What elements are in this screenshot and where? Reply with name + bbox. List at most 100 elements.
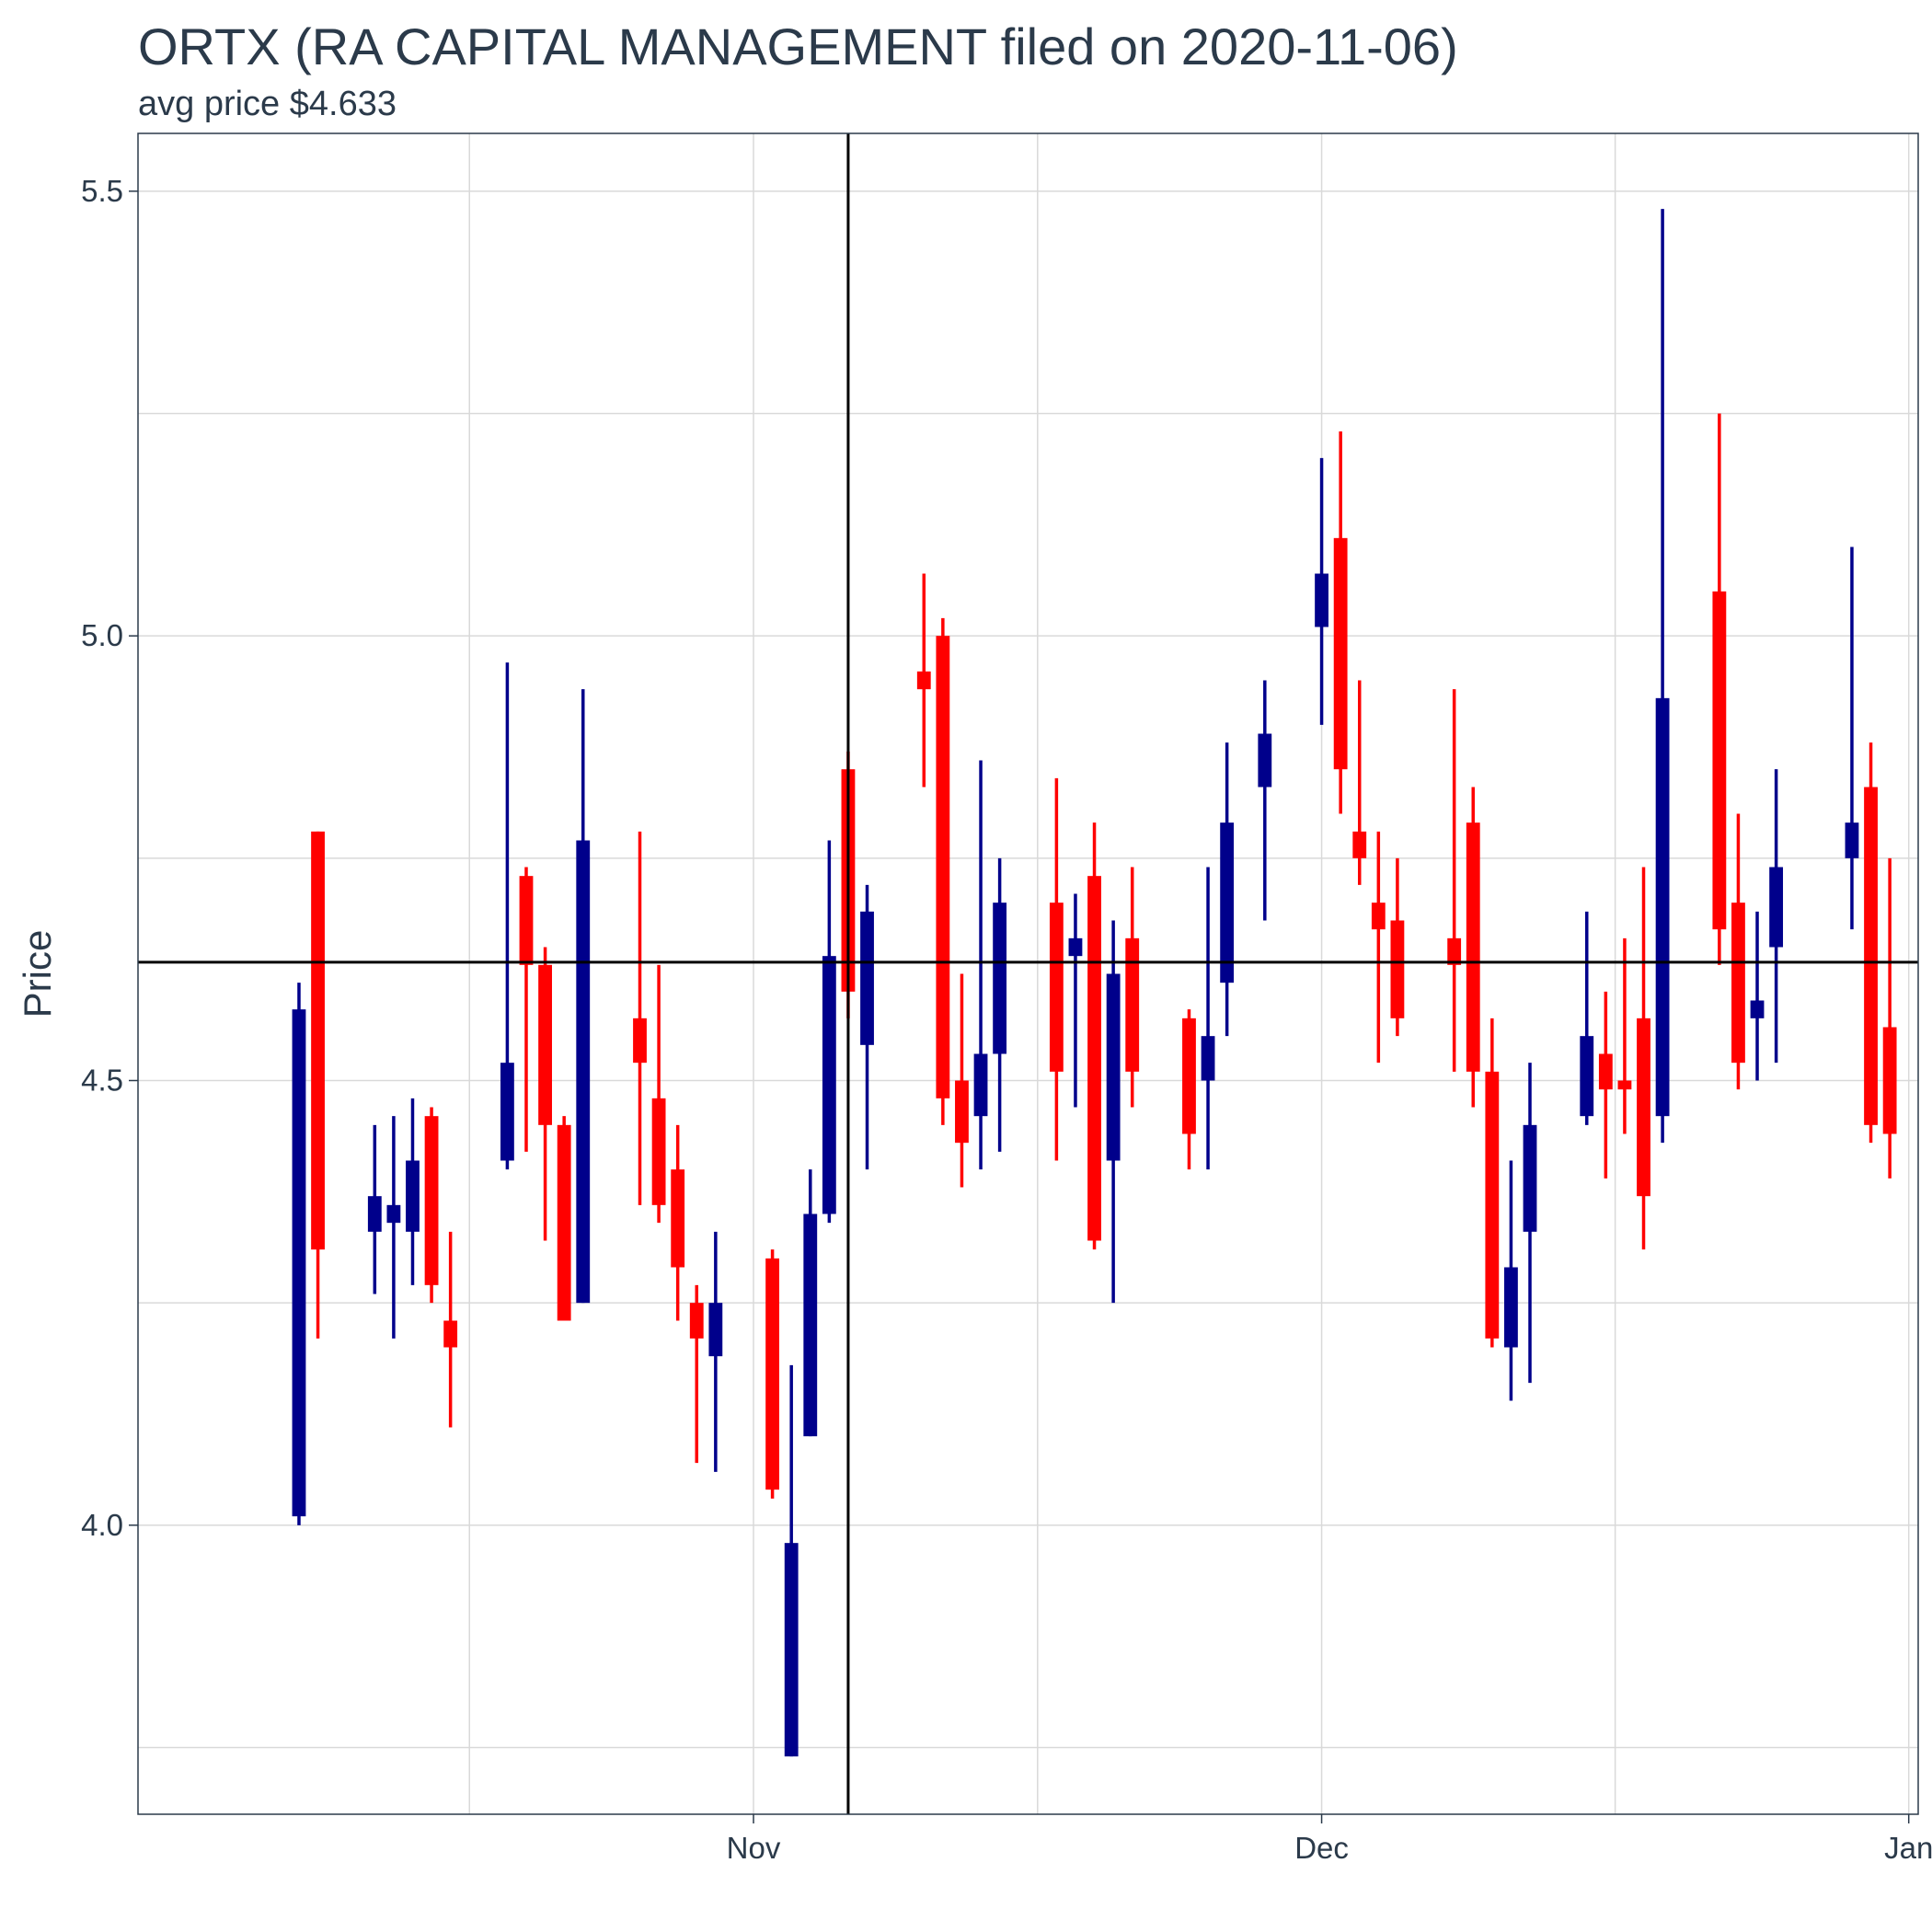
candle xyxy=(916,573,931,788)
candle-body xyxy=(1731,903,1745,1064)
candle xyxy=(1580,911,1594,1125)
candle xyxy=(765,1249,780,1499)
x-tick-label: Dec xyxy=(1294,1831,1349,1865)
candle xyxy=(311,831,325,1339)
candle-body xyxy=(784,1543,799,1757)
candle-body xyxy=(860,911,874,1045)
candle-body xyxy=(1201,1036,1215,1081)
candle-body xyxy=(538,964,552,1125)
candle-body xyxy=(311,831,325,1250)
candle xyxy=(292,983,306,1525)
candle xyxy=(386,1116,401,1339)
candle-body xyxy=(1523,1124,1537,1232)
candle-body xyxy=(1882,1027,1897,1134)
candle xyxy=(1315,457,1328,725)
candle xyxy=(1617,937,1632,1134)
candle xyxy=(973,760,988,1170)
candle xyxy=(1882,857,1897,1179)
candle-body xyxy=(1485,1071,1500,1339)
candle-body xyxy=(1447,937,1462,965)
candle xyxy=(1485,1018,1500,1348)
candle xyxy=(1125,867,1140,1108)
candle xyxy=(651,964,666,1224)
candle-body xyxy=(1220,822,1235,983)
chart-title: ORTX (RA CAPITAL MANAGEMENT filed on 202… xyxy=(138,17,1458,75)
chart-subtitle: avg price $4.633 xyxy=(138,85,397,123)
candle-body xyxy=(1598,1053,1613,1090)
axes: 4.0 4.5 5.0 5.5 Nov Dec Jan xyxy=(81,174,1932,1865)
candle xyxy=(1220,742,1235,1037)
candle xyxy=(538,947,552,1241)
candle-body xyxy=(1637,1018,1650,1197)
candle-body xyxy=(1504,1267,1518,1348)
candle-body xyxy=(1049,903,1064,1072)
candle-body xyxy=(1712,591,1727,930)
y-tick-label: 4.0 xyxy=(81,1508,123,1542)
y-tick-label: 5.5 xyxy=(81,174,123,208)
candle xyxy=(633,831,647,1205)
y-tick-label: 4.5 xyxy=(81,1064,123,1098)
candle xyxy=(367,1124,382,1294)
candle xyxy=(689,1284,704,1464)
candle xyxy=(406,1098,420,1285)
candle-body xyxy=(1315,573,1328,627)
candle xyxy=(1466,787,1480,1108)
candle-body xyxy=(973,1053,988,1117)
candle-body xyxy=(671,1169,685,1268)
candle xyxy=(424,1107,439,1304)
candle-body xyxy=(576,840,591,1304)
y-tick-label: 5.0 xyxy=(81,618,123,652)
candle-body xyxy=(1352,831,1367,858)
y-axis-title: Price xyxy=(16,930,59,1018)
candle-body xyxy=(557,1124,571,1321)
candle-body xyxy=(292,1009,306,1517)
candle-body xyxy=(386,1204,401,1224)
candle xyxy=(1598,991,1613,1179)
candle-body xyxy=(1769,867,1784,948)
candle-body xyxy=(1125,937,1140,1072)
candle-body xyxy=(1864,787,1878,1125)
candle xyxy=(803,1169,818,1437)
candle-body xyxy=(708,1303,723,1357)
candle-body xyxy=(993,903,1007,1054)
candle xyxy=(1087,822,1101,1250)
candle xyxy=(1637,867,1650,1250)
candle-body xyxy=(1087,876,1101,1241)
candle-body xyxy=(1258,733,1272,788)
candle-body xyxy=(1068,937,1083,957)
candle xyxy=(708,1231,723,1472)
candle xyxy=(1750,911,1765,1081)
candle xyxy=(1068,893,1083,1108)
candle-body xyxy=(633,1018,647,1064)
candle-body xyxy=(443,1320,458,1348)
candle-body xyxy=(519,876,534,965)
candle xyxy=(822,840,836,1224)
candle xyxy=(671,1124,685,1321)
x-tick-label: Jan xyxy=(1884,1831,1932,1865)
candle-body xyxy=(822,956,836,1214)
candle xyxy=(1049,777,1064,1161)
candle xyxy=(1201,867,1215,1170)
candle xyxy=(1352,680,1367,885)
grid-lines xyxy=(138,133,1918,1814)
candle-body xyxy=(1845,822,1859,858)
candle-body xyxy=(367,1196,382,1232)
candle xyxy=(784,1364,799,1757)
candle-body xyxy=(1466,822,1480,1072)
candle-body xyxy=(765,1258,780,1490)
candle xyxy=(1523,1063,1537,1384)
candle xyxy=(1655,209,1670,1144)
candle-body xyxy=(1390,920,1405,1018)
candle-body xyxy=(1750,1000,1765,1018)
candle-body xyxy=(1655,697,1670,1117)
candle xyxy=(443,1231,458,1428)
candle xyxy=(860,884,874,1170)
candle xyxy=(936,617,950,1125)
candle xyxy=(993,857,1007,1152)
candle xyxy=(576,689,591,1304)
candle-body xyxy=(500,1063,514,1161)
candle xyxy=(955,973,969,1188)
candle xyxy=(1333,431,1348,814)
candle-body xyxy=(916,671,931,690)
